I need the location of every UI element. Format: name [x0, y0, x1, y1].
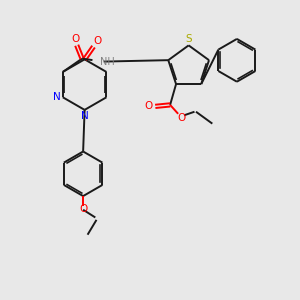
Text: O: O — [93, 36, 101, 46]
Text: NH: NH — [100, 57, 114, 67]
Text: O: O — [145, 101, 153, 111]
Text: O: O — [71, 34, 79, 44]
Text: S: S — [185, 34, 192, 44]
Text: N: N — [53, 92, 61, 102]
Text: O: O — [79, 204, 87, 214]
Text: N: N — [81, 111, 88, 122]
Text: O: O — [178, 113, 186, 123]
